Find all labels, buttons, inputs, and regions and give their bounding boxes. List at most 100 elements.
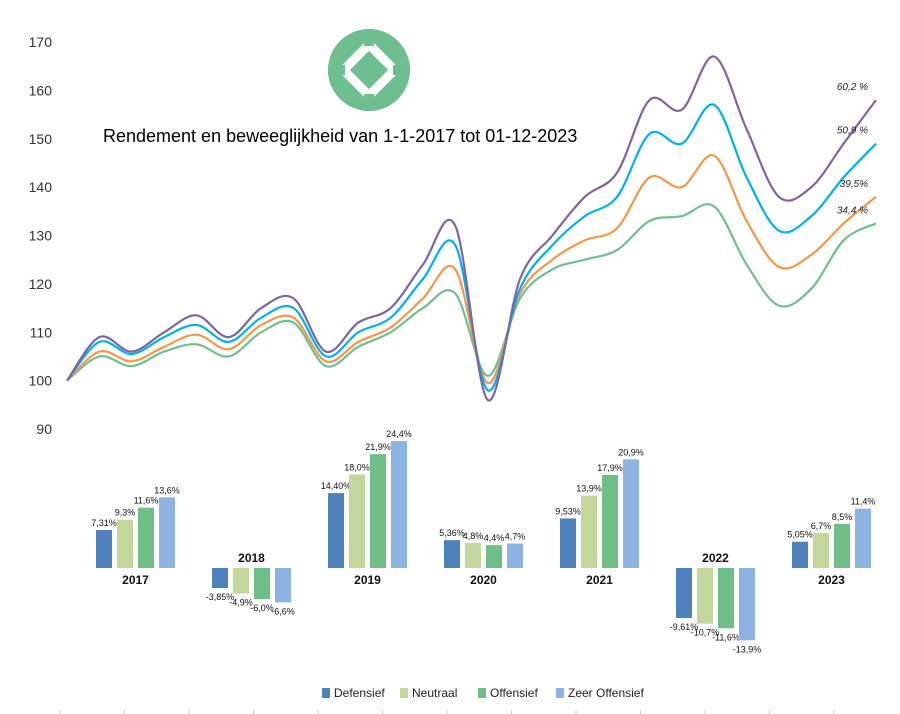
y-tick-label: 170	[29, 34, 53, 50]
y-tick-label: 120	[29, 276, 53, 292]
legend-swatch	[400, 688, 408, 698]
bar	[444, 540, 460, 568]
bar-group-2023: 5,05%6,7%8,5% 11,4% 2023	[787, 497, 875, 587]
bar	[96, 529, 112, 568]
series-end-label: 50,9 %	[837, 126, 868, 137]
bar-group-2020: 5,36%4,8% 4,4% 4,7% 2020	[439, 528, 525, 587]
bar	[233, 568, 249, 594]
bar-data-label: 20,9%	[618, 447, 644, 457]
bar	[623, 459, 639, 568]
series-end-label: 39,5%	[840, 179, 868, 190]
bar	[465, 543, 481, 568]
series-line	[66, 203, 877, 382]
bar-data-label: -6,6%	[271, 606, 295, 616]
bar	[855, 508, 871, 568]
bar-data-label: 18,0%	[344, 462, 370, 472]
bar-group-2018: -3,85%-4,9%-6,0%-6,6% 2018	[206, 551, 295, 616]
bar	[813, 533, 829, 568]
bar-data-label: 24,4%	[386, 429, 412, 439]
y-tick-label: 90	[36, 421, 52, 437]
bar-data-label: 8,5%	[832, 512, 853, 522]
bar	[328, 493, 344, 568]
bar	[391, 441, 407, 568]
bar-data-label: -3,85%	[206, 592, 235, 602]
bar-data-label: 11,4%	[851, 497, 876, 507]
y-tick-label: 130	[29, 228, 53, 244]
legend-swatch	[322, 688, 330, 698]
bar-data-label: 14,40%	[321, 481, 352, 491]
bar-data-label: 4,8%	[463, 531, 484, 541]
legend-entry: Offensief	[490, 686, 538, 700]
bottom-axis-ticks	[59, 710, 835, 714]
bar	[486, 545, 502, 568]
bar	[834, 523, 850, 568]
legend-swatch	[556, 688, 564, 698]
bar	[159, 497, 175, 568]
bar-data-label: -6,0%	[250, 603, 274, 613]
bar-data-label: 5,05%	[787, 530, 813, 540]
bar	[212, 568, 228, 589]
bar	[602, 474, 618, 568]
year-label: 2019	[354, 573, 381, 587]
series-line	[66, 103, 877, 392]
bar-data-label: 17,9%	[597, 463, 623, 473]
bar-data-label: -13,9%	[733, 644, 762, 654]
y-axis: 90 100 110 120 130 140 150 160 170	[29, 34, 53, 437]
year-label: 2017	[122, 573, 149, 587]
year-label: 2022	[702, 551, 729, 565]
bar-groups: 7,31%9,3%11,6%13,6%2017-3,85%-4,9%-6,0%-…	[91, 429, 875, 654]
bar-data-label: 7,31%	[91, 518, 117, 528]
bar	[792, 541, 808, 568]
y-tick-label: 150	[29, 131, 53, 147]
bar-data-label: 4,7%	[505, 532, 526, 542]
bar-group-2017: 7,31%9,3% 11,6%13,6% 2017	[91, 485, 180, 587]
bar	[560, 518, 576, 568]
series-end-label: 60,2 %	[837, 82, 868, 93]
chart-title: Rendement en beweeglijkheid van 1-1-2017…	[103, 126, 577, 146]
y-tick-label: 100	[29, 373, 53, 389]
legend: Defensief Neutraal Offensief Zeer Offensief	[322, 686, 644, 700]
series-end-label: 34,4 %	[837, 205, 868, 216]
bar	[254, 568, 270, 600]
legend-entry: Defensief	[334, 686, 385, 700]
line-series: 60,2 % 50,9 % 39,5% 34,4 %	[66, 55, 877, 402]
bar-data-label: 9,53%	[555, 506, 581, 516]
series-line	[66, 154, 877, 385]
year-label: 2018	[238, 551, 265, 565]
bar-data-label: 5,36%	[439, 528, 465, 538]
bar-data-label: -10,7%	[691, 628, 720, 638]
bar	[349, 474, 365, 568]
bar-data-label: 11,6%	[134, 496, 159, 506]
series-line	[66, 55, 877, 402]
year-label: 2023	[818, 573, 845, 587]
bar	[739, 568, 755, 641]
bar-group-2022: -9,61%-10,7%-11,6% -13,9% 2022	[670, 551, 762, 654]
bar	[697, 568, 713, 624]
bar-data-label: 13,9%	[576, 484, 602, 494]
four-diamond-logo	[328, 29, 410, 111]
bar-group-2019: 14,40% 18,0% 21,9% 24,4% 2019	[321, 429, 412, 587]
bar-data-label: -11,6%	[712, 632, 740, 642]
bar-data-label: -9,61%	[670, 622, 699, 632]
bar	[275, 568, 291, 603]
bar	[676, 568, 692, 618]
legend-swatch	[478, 688, 486, 698]
year-label: 2021	[586, 573, 613, 587]
bar-data-label: 13,6%	[154, 485, 180, 495]
bar-data-label: 4,4%	[484, 533, 505, 543]
bar	[370, 454, 386, 568]
bar	[117, 519, 133, 568]
year-label: 2020	[470, 573, 497, 587]
bar-data-label: 21,9%	[365, 442, 391, 452]
y-tick-label: 160	[29, 82, 53, 98]
y-tick-label: 110	[30, 324, 53, 340]
bar-group-2021: 9,53% 13,9% 17,9% 20,9% 2021	[555, 447, 644, 587]
legend-entry: Zeer Offensief	[568, 686, 644, 700]
bar-data-label: 6,7%	[811, 521, 832, 531]
bar	[581, 495, 597, 568]
bar	[507, 543, 523, 568]
bar	[718, 568, 734, 629]
bar	[138, 507, 154, 568]
